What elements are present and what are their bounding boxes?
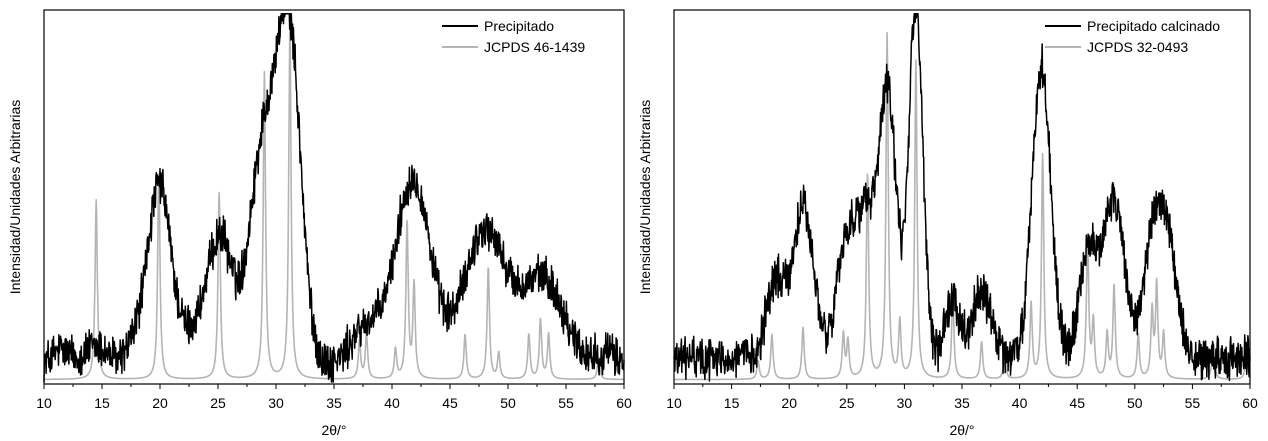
x-tick-label: 55 (1185, 395, 1201, 411)
series-line-jcpds-46-1439 (43, 27, 625, 381)
legend-label-jcpds-32-0493: JCPDS 32-0493 (1087, 39, 1188, 55)
x-tick-label: 20 (781, 395, 797, 411)
x-tick-label: 45 (442, 395, 458, 411)
x-tick-label: 60 (1242, 395, 1258, 411)
x-tick-label: 30 (897, 395, 913, 411)
x-tick-label: 35 (326, 395, 342, 411)
legend-label-jcpds-46-1439: JCPDS 46-1439 (484, 39, 585, 55)
series-line-precipitado-calcinado (673, 12, 1251, 382)
x-tick-label: 40 (1012, 395, 1028, 411)
chart-panel-right: 10 15 20 25 30 35 40 45 50 55 60 2θ/° Intensidad/U… (637, 9, 1258, 438)
x-tick-label: 10 (666, 395, 682, 411)
series-line-precipitado (43, 12, 625, 383)
x-axis-title-left: 2θ/° (321, 422, 346, 438)
series-layer-right (673, 12, 1251, 382)
x-tick-label: 60 (616, 395, 632, 411)
x-tick-label: 20 (152, 395, 168, 411)
y-axis-title-right: Intensidad/Unidades Arbitrarias (637, 100, 653, 295)
x-tick-label: 40 (384, 395, 400, 411)
series-layer-left (43, 12, 625, 383)
series-line-jcpds-32-0493 (673, 31, 1251, 381)
x-tick-label: 15 (94, 395, 110, 411)
x-tick-label: 10 (36, 395, 52, 411)
x-ticks-left: 10 15 20 25 30 35 40 45 50 55 60 (36, 384, 632, 411)
legend-label-precipitado: Precipitado (484, 18, 554, 34)
legend-left: Precipitado JCPDS 46-1439 (442, 18, 585, 55)
x-tick-label: 30 (268, 395, 284, 411)
x-tick-label: 55 (558, 395, 574, 411)
legend-right: Precipitado calcinado JCPDS 32-0493 (1045, 18, 1220, 55)
y-axis-title-left: Intensidad/Unidades Arbitrarias (7, 100, 23, 295)
x-tick-label: 50 (1127, 395, 1143, 411)
x-tick-label: 35 (954, 395, 970, 411)
legend-label-precipitado-calcinado: Precipitado calcinado (1087, 18, 1220, 34)
x-axis-title-right: 2θ/° (949, 422, 974, 438)
x-ticks-right: 10 15 20 25 30 35 40 45 50 55 60 (666, 384, 1258, 411)
x-tick-label: 25 (839, 395, 855, 411)
chart-panel-left: 10 15 20 25 30 35 40 45 50 55 60 2θ/° Intensidad/U… (7, 9, 632, 438)
x-tick-label: 50 (500, 395, 516, 411)
x-tick-label: 45 (1069, 395, 1085, 411)
x-tick-label: 15 (724, 395, 740, 411)
x-tick-label: 25 (210, 395, 226, 411)
